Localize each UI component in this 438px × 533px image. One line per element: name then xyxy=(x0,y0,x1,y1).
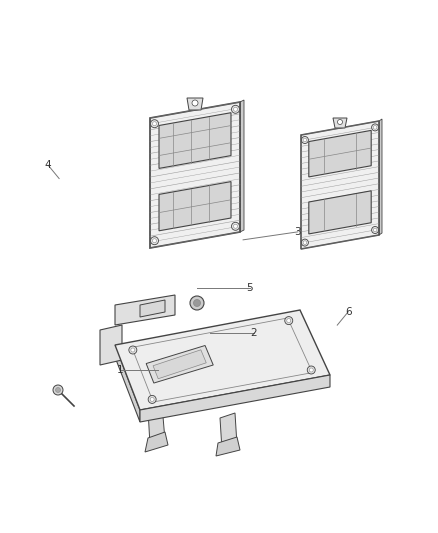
Circle shape xyxy=(233,224,237,228)
Circle shape xyxy=(309,368,313,372)
Circle shape xyxy=(53,385,63,395)
Circle shape xyxy=(152,239,156,243)
Text: 5: 5 xyxy=(246,283,253,293)
Polygon shape xyxy=(153,350,206,379)
Polygon shape xyxy=(159,112,231,168)
Circle shape xyxy=(194,300,201,306)
Circle shape xyxy=(151,120,159,128)
Circle shape xyxy=(338,119,343,125)
Circle shape xyxy=(301,239,308,246)
Polygon shape xyxy=(115,345,140,422)
Polygon shape xyxy=(216,437,240,456)
Polygon shape xyxy=(146,345,213,383)
Polygon shape xyxy=(150,102,240,248)
Circle shape xyxy=(150,398,154,401)
Text: 1: 1 xyxy=(117,366,124,375)
Polygon shape xyxy=(301,121,379,249)
Polygon shape xyxy=(100,325,122,365)
Polygon shape xyxy=(379,119,382,235)
Circle shape xyxy=(232,222,240,230)
Text: 2: 2 xyxy=(251,328,258,338)
Polygon shape xyxy=(145,432,168,452)
Text: 4: 4 xyxy=(45,160,52,170)
Polygon shape xyxy=(240,100,244,232)
Circle shape xyxy=(373,228,377,232)
Circle shape xyxy=(148,395,156,403)
Polygon shape xyxy=(333,118,347,128)
Circle shape xyxy=(232,106,240,114)
Polygon shape xyxy=(309,191,371,234)
Polygon shape xyxy=(159,182,231,231)
Circle shape xyxy=(287,319,291,322)
Circle shape xyxy=(151,237,159,245)
Circle shape xyxy=(190,296,204,310)
Polygon shape xyxy=(220,413,237,450)
Circle shape xyxy=(373,126,377,129)
Circle shape xyxy=(301,136,308,143)
Circle shape xyxy=(303,138,307,142)
Circle shape xyxy=(192,100,198,106)
Polygon shape xyxy=(148,405,165,445)
Circle shape xyxy=(131,348,135,352)
Polygon shape xyxy=(115,295,175,325)
Text: 3: 3 xyxy=(294,227,301,237)
Polygon shape xyxy=(187,98,203,110)
Circle shape xyxy=(371,124,378,131)
Polygon shape xyxy=(140,375,330,422)
Text: 6: 6 xyxy=(345,307,352,317)
Polygon shape xyxy=(309,131,371,177)
Polygon shape xyxy=(115,310,330,410)
Circle shape xyxy=(307,366,315,374)
Polygon shape xyxy=(140,300,165,317)
Circle shape xyxy=(152,122,156,126)
Circle shape xyxy=(56,387,60,392)
Circle shape xyxy=(371,227,378,233)
Circle shape xyxy=(303,241,307,245)
Circle shape xyxy=(233,107,237,111)
Circle shape xyxy=(129,346,137,354)
Circle shape xyxy=(285,317,293,325)
